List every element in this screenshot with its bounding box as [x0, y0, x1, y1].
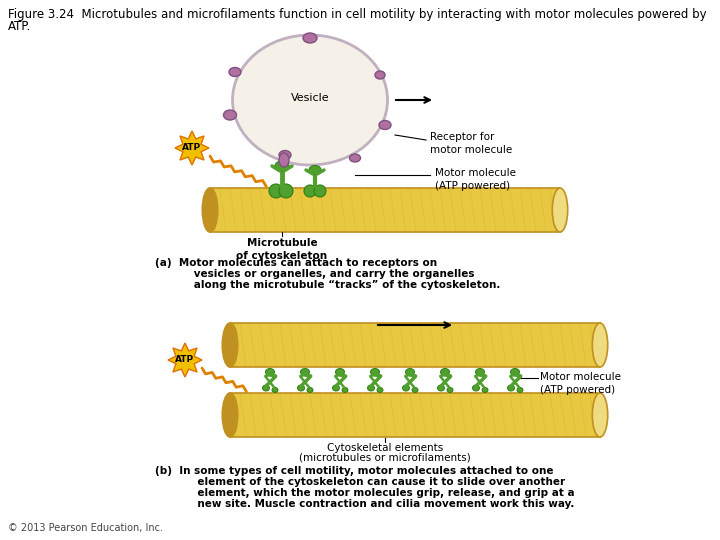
- Ellipse shape: [447, 388, 453, 393]
- Ellipse shape: [375, 71, 385, 79]
- Polygon shape: [168, 343, 202, 377]
- Ellipse shape: [300, 368, 310, 375]
- Text: Microtubule
of cytoskeleton: Microtubule of cytoskeleton: [236, 238, 328, 261]
- Ellipse shape: [475, 368, 485, 375]
- Text: along the microtubule “tracks” of the cytoskeleton.: along the microtubule “tracks” of the cy…: [172, 280, 500, 290]
- Text: element of the cytoskeleton can cause it to slide over another: element of the cytoskeleton can cause it…: [172, 477, 565, 487]
- Text: Figure 3.24  Microtubules and microfilaments function in cell motility by intera: Figure 3.24 Microtubules and microfilame…: [8, 8, 706, 21]
- Ellipse shape: [309, 165, 321, 174]
- Circle shape: [269, 184, 283, 198]
- Text: element, which the motor molecules grip, release, and grip at a: element, which the motor molecules grip,…: [172, 488, 575, 498]
- Ellipse shape: [222, 393, 238, 437]
- FancyBboxPatch shape: [210, 188, 560, 232]
- Ellipse shape: [349, 154, 361, 162]
- Ellipse shape: [222, 323, 238, 367]
- Text: vesicles or organelles, and carry the organelles: vesicles or organelles, and carry the or…: [172, 269, 474, 279]
- Circle shape: [314, 185, 326, 197]
- Ellipse shape: [593, 393, 608, 437]
- Text: new site. Muscle contraction and cilia movement work this way.: new site. Muscle contraction and cilia m…: [172, 499, 575, 509]
- Ellipse shape: [263, 385, 269, 391]
- Ellipse shape: [405, 368, 415, 375]
- Ellipse shape: [377, 388, 383, 393]
- Ellipse shape: [279, 153, 289, 167]
- Ellipse shape: [379, 120, 391, 130]
- Ellipse shape: [508, 385, 515, 391]
- Text: ATP: ATP: [176, 355, 194, 364]
- Ellipse shape: [371, 368, 379, 375]
- Ellipse shape: [367, 385, 374, 391]
- Ellipse shape: [482, 388, 488, 393]
- Ellipse shape: [275, 161, 289, 171]
- Circle shape: [304, 185, 316, 197]
- Text: Cytoskeletal elements: Cytoskeletal elements: [327, 443, 443, 453]
- Ellipse shape: [229, 68, 241, 77]
- Ellipse shape: [412, 388, 418, 393]
- Text: Motor molecule
(ATP powered): Motor molecule (ATP powered): [540, 372, 621, 395]
- Text: ATP: ATP: [182, 144, 202, 152]
- Ellipse shape: [202, 188, 217, 232]
- Ellipse shape: [233, 35, 387, 165]
- Ellipse shape: [510, 368, 520, 375]
- Text: Receptor for
motor molecule: Receptor for motor molecule: [430, 132, 512, 155]
- Polygon shape: [175, 131, 209, 165]
- Ellipse shape: [279, 151, 291, 159]
- Ellipse shape: [342, 388, 348, 393]
- Circle shape: [279, 184, 293, 198]
- Text: ATP.: ATP.: [8, 20, 31, 33]
- Ellipse shape: [303, 33, 317, 43]
- Ellipse shape: [336, 368, 344, 375]
- Ellipse shape: [307, 388, 313, 393]
- Text: (a)  Motor molecules can attach to receptors on: (a) Motor molecules can attach to recept…: [155, 258, 437, 268]
- Ellipse shape: [266, 368, 274, 375]
- Text: Vesicle: Vesicle: [291, 93, 329, 103]
- Ellipse shape: [333, 385, 340, 391]
- Ellipse shape: [441, 368, 449, 375]
- Text: (b)  In some types of cell motility, motor molecules attached to one: (b) In some types of cell motility, moto…: [155, 466, 554, 476]
- Ellipse shape: [517, 388, 523, 393]
- FancyBboxPatch shape: [230, 393, 600, 437]
- Ellipse shape: [297, 385, 305, 391]
- Ellipse shape: [223, 110, 236, 120]
- Ellipse shape: [272, 388, 278, 393]
- Text: Motor molecule
(ATP powered): Motor molecule (ATP powered): [435, 168, 516, 191]
- Ellipse shape: [402, 385, 410, 391]
- Ellipse shape: [552, 188, 567, 232]
- Text: © 2013 Pearson Education, Inc.: © 2013 Pearson Education, Inc.: [8, 523, 163, 533]
- Text: (microtubules or microfilaments): (microtubules or microfilaments): [299, 453, 471, 463]
- Ellipse shape: [438, 385, 444, 391]
- Ellipse shape: [472, 385, 480, 391]
- FancyBboxPatch shape: [230, 323, 600, 367]
- Ellipse shape: [593, 323, 608, 367]
